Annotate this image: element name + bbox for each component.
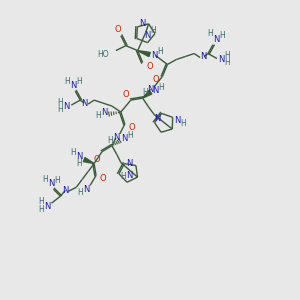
- Text: N: N: [152, 51, 158, 60]
- Text: N: N: [139, 20, 146, 28]
- Text: H: H: [70, 148, 76, 157]
- Text: H: H: [64, 77, 70, 86]
- Polygon shape: [143, 91, 152, 98]
- Text: N: N: [126, 159, 133, 168]
- Text: H: H: [181, 119, 186, 128]
- Text: H: H: [207, 29, 213, 38]
- Polygon shape: [83, 158, 94, 164]
- Text: H: H: [127, 131, 133, 140]
- Text: H: H: [219, 31, 225, 40]
- Text: H: H: [76, 159, 82, 168]
- Text: O: O: [100, 174, 106, 183]
- Text: N: N: [83, 185, 89, 194]
- Text: H: H: [120, 172, 126, 181]
- Text: H: H: [43, 175, 48, 184]
- Text: N: N: [121, 134, 127, 143]
- Text: N: N: [62, 186, 69, 195]
- Text: H: H: [77, 188, 83, 197]
- Text: H: H: [55, 176, 60, 185]
- Text: H: H: [39, 205, 44, 214]
- Text: H: H: [58, 98, 63, 106]
- Text: N: N: [101, 107, 107, 116]
- Text: N: N: [70, 81, 76, 90]
- Text: N: N: [76, 152, 83, 161]
- Text: H: H: [58, 104, 63, 113]
- Text: O: O: [146, 62, 153, 71]
- Text: O: O: [152, 75, 159, 84]
- Text: H: H: [158, 47, 164, 56]
- Text: H: H: [107, 136, 113, 145]
- Text: H: H: [151, 26, 156, 35]
- Text: N: N: [48, 179, 55, 188]
- Text: HO: HO: [97, 50, 109, 59]
- Text: O: O: [122, 90, 129, 99]
- Text: N: N: [44, 202, 51, 211]
- Text: O: O: [94, 155, 101, 164]
- Text: H: H: [142, 88, 148, 97]
- Text: N: N: [113, 133, 119, 142]
- Text: N: N: [174, 116, 181, 125]
- Text: H: H: [39, 197, 44, 206]
- Text: N: N: [63, 102, 70, 111]
- Polygon shape: [138, 51, 150, 57]
- Text: N: N: [126, 171, 132, 180]
- Text: O: O: [115, 25, 121, 34]
- Text: N: N: [218, 55, 224, 64]
- Text: O: O: [128, 123, 135, 132]
- Text: N: N: [152, 86, 159, 95]
- Text: H: H: [224, 58, 230, 67]
- Text: H: H: [76, 77, 82, 86]
- Text: H: H: [95, 112, 101, 121]
- Text: N: N: [213, 35, 219, 44]
- Text: H: H: [224, 51, 230, 60]
- Text: N: N: [147, 85, 154, 94]
- Text: N: N: [144, 31, 151, 40]
- Text: H: H: [159, 83, 164, 92]
- Text: N: N: [154, 114, 161, 123]
- Text: N: N: [200, 52, 206, 61]
- Text: N: N: [81, 99, 87, 108]
